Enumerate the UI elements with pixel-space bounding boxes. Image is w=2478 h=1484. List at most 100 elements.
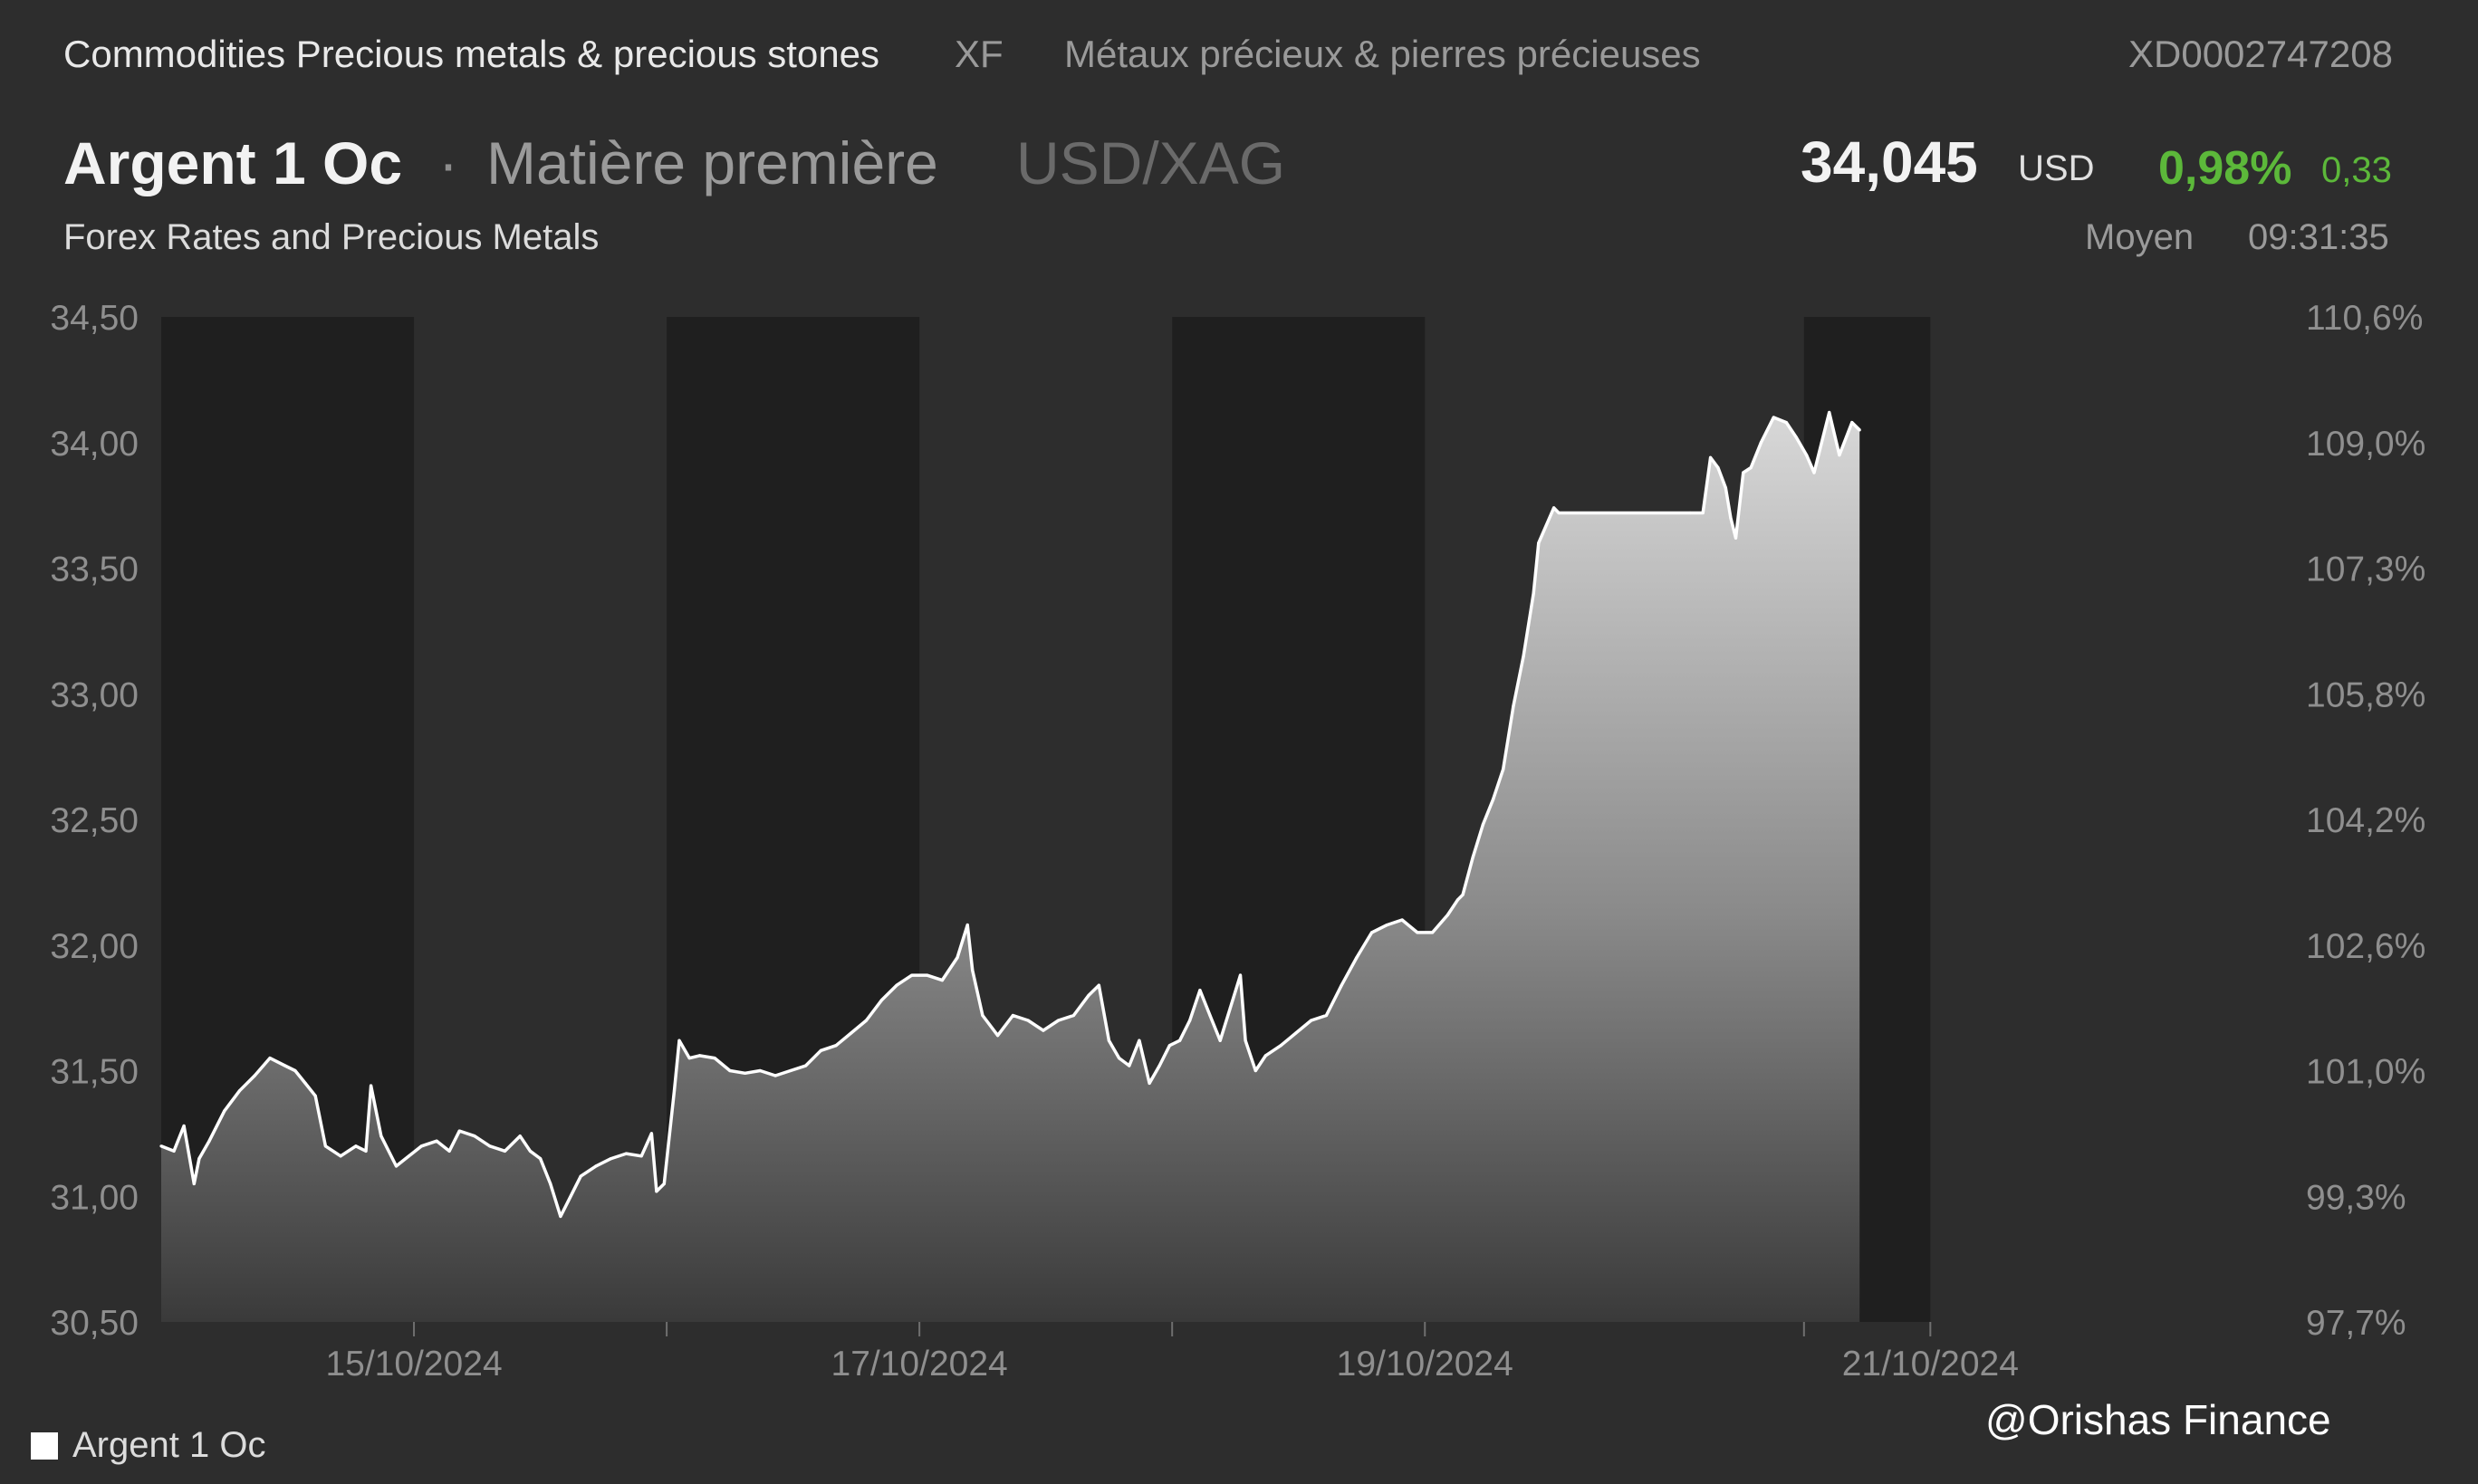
price-line — [160, 410, 1861, 1219]
data-point — [1828, 410, 1831, 415]
y-tick-left: 30,50 — [50, 1304, 139, 1343]
data-point — [1294, 1031, 1298, 1035]
data-point — [981, 1013, 984, 1018]
price-chart[interactable]: 34,50 34,00 33,50 33,00 32,50 32,00 31,50 31,00… — [0, 290, 2478, 1403]
data-point — [925, 973, 929, 977]
data-point — [1057, 1019, 1061, 1022]
data-point — [293, 1068, 297, 1073]
instrument-type: Matière première — [486, 129, 938, 196]
data-point — [197, 1157, 201, 1161]
data-point — [804, 1064, 808, 1068]
y-tick-left: 33,50 — [50, 551, 139, 589]
data-point — [559, 1214, 562, 1218]
y-tick-right: 102,6% — [2306, 927, 2425, 966]
y-axis-left: 34,50 34,00 33,50 33,00 32,50 32,00 31,50 31,00… — [50, 299, 139, 1343]
data-point — [1244, 1039, 1247, 1042]
data-point — [1784, 421, 1788, 425]
data-point — [566, 1200, 570, 1203]
data-point — [1688, 511, 1692, 515]
data-point — [1279, 1044, 1282, 1048]
last-price: 34,045 — [1801, 129, 1978, 195]
change-percent: 0,98% — [2158, 142, 2292, 195]
data-point — [1759, 441, 1762, 445]
data-point — [895, 983, 898, 987]
data-point — [1188, 1019, 1192, 1022]
data-point — [1709, 455, 1713, 459]
data-point — [1455, 898, 1460, 902]
instrument-header: Argent 1 Oc · Matière première USD/XAG F… — [0, 118, 2478, 272]
data-point — [819, 1048, 822, 1052]
data-point — [1107, 1039, 1110, 1042]
data-point — [1772, 416, 1775, 419]
change-absolute: 0,33 — [2321, 150, 2392, 190]
data-point — [1537, 541, 1541, 545]
watermark: @Orishas Finance — [1985, 1396, 2331, 1443]
data-point — [223, 1109, 226, 1113]
data-point — [364, 1149, 368, 1153]
data-point — [539, 1157, 543, 1161]
price-points — [159, 410, 1861, 1218]
data-point — [662, 1182, 666, 1185]
data-point — [1042, 1029, 1045, 1032]
data-point — [773, 1074, 777, 1077]
data-point — [956, 956, 959, 960]
x-tick-label: 15/10/2024 — [325, 1345, 502, 1383]
data-point — [1218, 1039, 1222, 1042]
data-point — [1097, 983, 1100, 987]
data-point — [744, 1071, 747, 1075]
data-point — [624, 1152, 629, 1155]
data-point — [1324, 1013, 1328, 1018]
data-point — [713, 1057, 716, 1060]
data-point — [473, 1135, 476, 1138]
y-tick-left: 32,00 — [50, 927, 139, 966]
data-point — [379, 1135, 383, 1138]
data-point — [728, 1068, 732, 1073]
price-type: Moyen — [2085, 217, 2195, 257]
instrument-name: Argent 1 Oc — [63, 129, 403, 196]
data-point — [1208, 1013, 1212, 1018]
data-point — [503, 1149, 507, 1153]
data-point — [549, 1182, 552, 1185]
data-point — [1253, 1068, 1257, 1073]
data-point — [1724, 486, 1727, 490]
category-label: Commodities Precious metals & precious s… — [63, 33, 880, 75]
data-point — [758, 1068, 762, 1073]
data-point — [1471, 856, 1474, 859]
data-point — [1263, 1054, 1267, 1058]
data-point — [1749, 465, 1753, 470]
data-point — [394, 1164, 399, 1168]
y-tick-left: 31,00 — [50, 1178, 139, 1217]
data-point — [789, 1068, 792, 1073]
data-point — [1805, 454, 1809, 457]
instrument-subtitle: Forex Rates and Precious Metals — [63, 217, 600, 257]
session-bands — [161, 317, 1931, 1322]
legend-swatch — [31, 1432, 58, 1460]
data-point — [447, 1149, 451, 1153]
y-tick-right: 110,6% — [2306, 299, 2423, 338]
x-tick-label: 17/10/2024 — [831, 1345, 1008, 1383]
data-point — [649, 1132, 654, 1135]
data-point — [1858, 428, 1861, 432]
data-point — [1128, 1064, 1131, 1068]
data-point — [940, 979, 944, 982]
title-separator: · — [438, 129, 458, 196]
data-point — [687, 1057, 691, 1060]
data-point — [579, 1174, 582, 1178]
data-point — [1729, 516, 1733, 520]
data-point — [323, 1144, 327, 1148]
data-point — [1228, 1006, 1232, 1010]
data-point — [1138, 1039, 1141, 1042]
data-point — [1492, 798, 1495, 801]
y-tick-left: 31,50 — [50, 1053, 139, 1092]
exchange-label: XF — [955, 33, 1004, 75]
data-point — [971, 968, 975, 972]
data-point — [1512, 704, 1515, 708]
data-point — [1167, 1044, 1171, 1048]
data-point — [283, 1064, 287, 1068]
data-point — [518, 1135, 522, 1138]
y-tick-right: 97,7% — [2306, 1304, 2406, 1343]
data-point — [850, 1031, 853, 1035]
x-axis: 15/10/2024 17/10/2024 19/10/2024 21/10/2024 — [325, 1322, 2019, 1383]
data-point — [1431, 931, 1435, 934]
data-point — [1026, 1019, 1030, 1022]
